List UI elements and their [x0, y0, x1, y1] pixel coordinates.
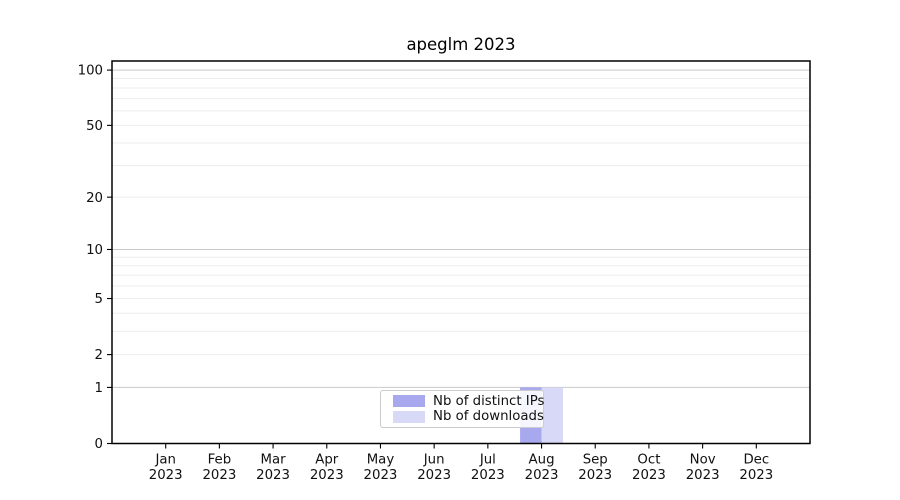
x-tick-label-year: 2023 — [471, 468, 505, 483]
x-tick-label-month: Jan — [154, 453, 176, 468]
x-tick-label-month: Mar — [261, 453, 287, 468]
x-tick-label-year: 2023 — [364, 468, 398, 483]
x-tick-label-month: Dec — [743, 453, 769, 468]
chart-title: apeglm 2023 — [406, 35, 516, 54]
y-tick-label: 2 — [95, 348, 103, 363]
legend-label-distinct-ips: Nb of distinct IPs — [433, 393, 545, 409]
legend-swatch-distinct-ips-icon — [393, 395, 425, 408]
x-tick-label-year: 2023 — [202, 468, 236, 483]
y-tick-label: 100 — [78, 64, 103, 79]
x-tick-label-month: Jun — [423, 453, 445, 468]
x-tick-label-month: Nov — [690, 453, 716, 468]
x-tick-label-year: 2023 — [739, 468, 773, 483]
x-tick-label-month: Sep — [583, 453, 608, 468]
x-tick-label-year: 2023 — [686, 468, 720, 483]
x-tick-label-year: 2023 — [417, 468, 451, 483]
x-tick-label-month: Jul — [479, 453, 496, 468]
x-tick-label-year: 2023 — [149, 468, 183, 483]
y-tick-label: 5 — [95, 292, 103, 307]
legend-swatch-downloads-icon — [393, 410, 425, 423]
y-tick-label: 50 — [86, 119, 103, 134]
plot-frame — [111, 60, 811, 445]
x-tick-label-year: 2023 — [525, 468, 559, 483]
x-tick-label-month: Aug — [529, 453, 555, 468]
legend-entry-distinct-ips: Nb of distinct IPs — [393, 394, 544, 409]
y-tick-label: 1 — [95, 381, 103, 396]
bar-aug-series1 — [541, 387, 564, 444]
y-tick-label: 20 — [86, 191, 103, 206]
x-tick-label-month: Oct — [637, 453, 660, 468]
y-tick-label: 10 — [86, 243, 103, 258]
x-tick-label-year: 2023 — [578, 468, 612, 483]
x-tick-label-year: 2023 — [256, 468, 290, 483]
legend-entry-downloads: Nb of downloads — [393, 409, 544, 424]
x-tick-label-year: 2023 — [310, 468, 344, 483]
x-tick-label-month: May — [367, 453, 395, 468]
legend-label-downloads: Nb of downloads — [433, 409, 544, 425]
legend: Nb of distinct IPs Nb of downloads — [380, 390, 544, 428]
x-tick-label-year: 2023 — [632, 468, 666, 483]
x-tick-label-month: Feb — [208, 453, 232, 468]
y-tick-label: 0 — [95, 437, 103, 452]
x-tick-label-month: Apr — [315, 453, 339, 468]
